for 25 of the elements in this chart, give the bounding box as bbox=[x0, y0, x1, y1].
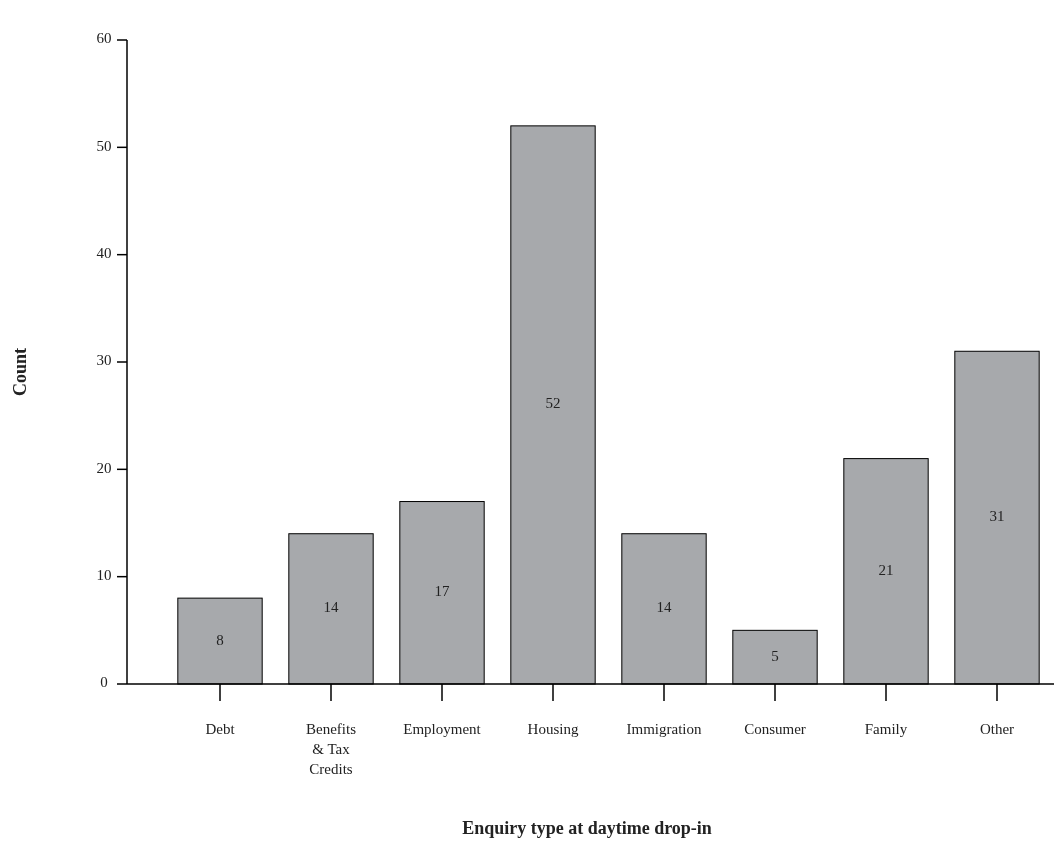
data-label: 31 bbox=[989, 508, 1005, 525]
data-label: 52 bbox=[545, 395, 561, 412]
x-tick-label: Other bbox=[979, 721, 1015, 737]
x-axis-title: Enquiry type at daytime drop-in bbox=[462, 818, 712, 838]
x-tick-label: Consumer bbox=[744, 721, 806, 737]
data-label: 21 bbox=[878, 561, 894, 578]
x-tick-label: Debt bbox=[205, 721, 236, 737]
x-tick-label: Benefits & Tax Credits bbox=[306, 721, 357, 777]
x-tick-label: Employment bbox=[403, 721, 482, 737]
x-tick-label: Housing bbox=[527, 721, 579, 737]
x-tick-label: Family bbox=[864, 721, 908, 737]
y-axis-title: Count bbox=[10, 347, 31, 397]
y-tick-label: 0 bbox=[100, 674, 108, 691]
data-label: 14 bbox=[656, 599, 672, 616]
data-label: 8 bbox=[216, 631, 224, 648]
data-label: 17 bbox=[434, 583, 450, 600]
data-label: 5 bbox=[771, 647, 779, 664]
y-tick-label: 40 bbox=[96, 245, 112, 262]
y-tick-label: 50 bbox=[96, 137, 112, 154]
x-tick-label: Immigration bbox=[626, 721, 702, 737]
y-tick-label: 30 bbox=[96, 352, 112, 369]
y-tick-label: 10 bbox=[96, 567, 112, 584]
y-tick-label: 20 bbox=[96, 459, 112, 476]
y-tick-label: 60 bbox=[96, 30, 112, 47]
data-label: 14 bbox=[323, 599, 339, 616]
